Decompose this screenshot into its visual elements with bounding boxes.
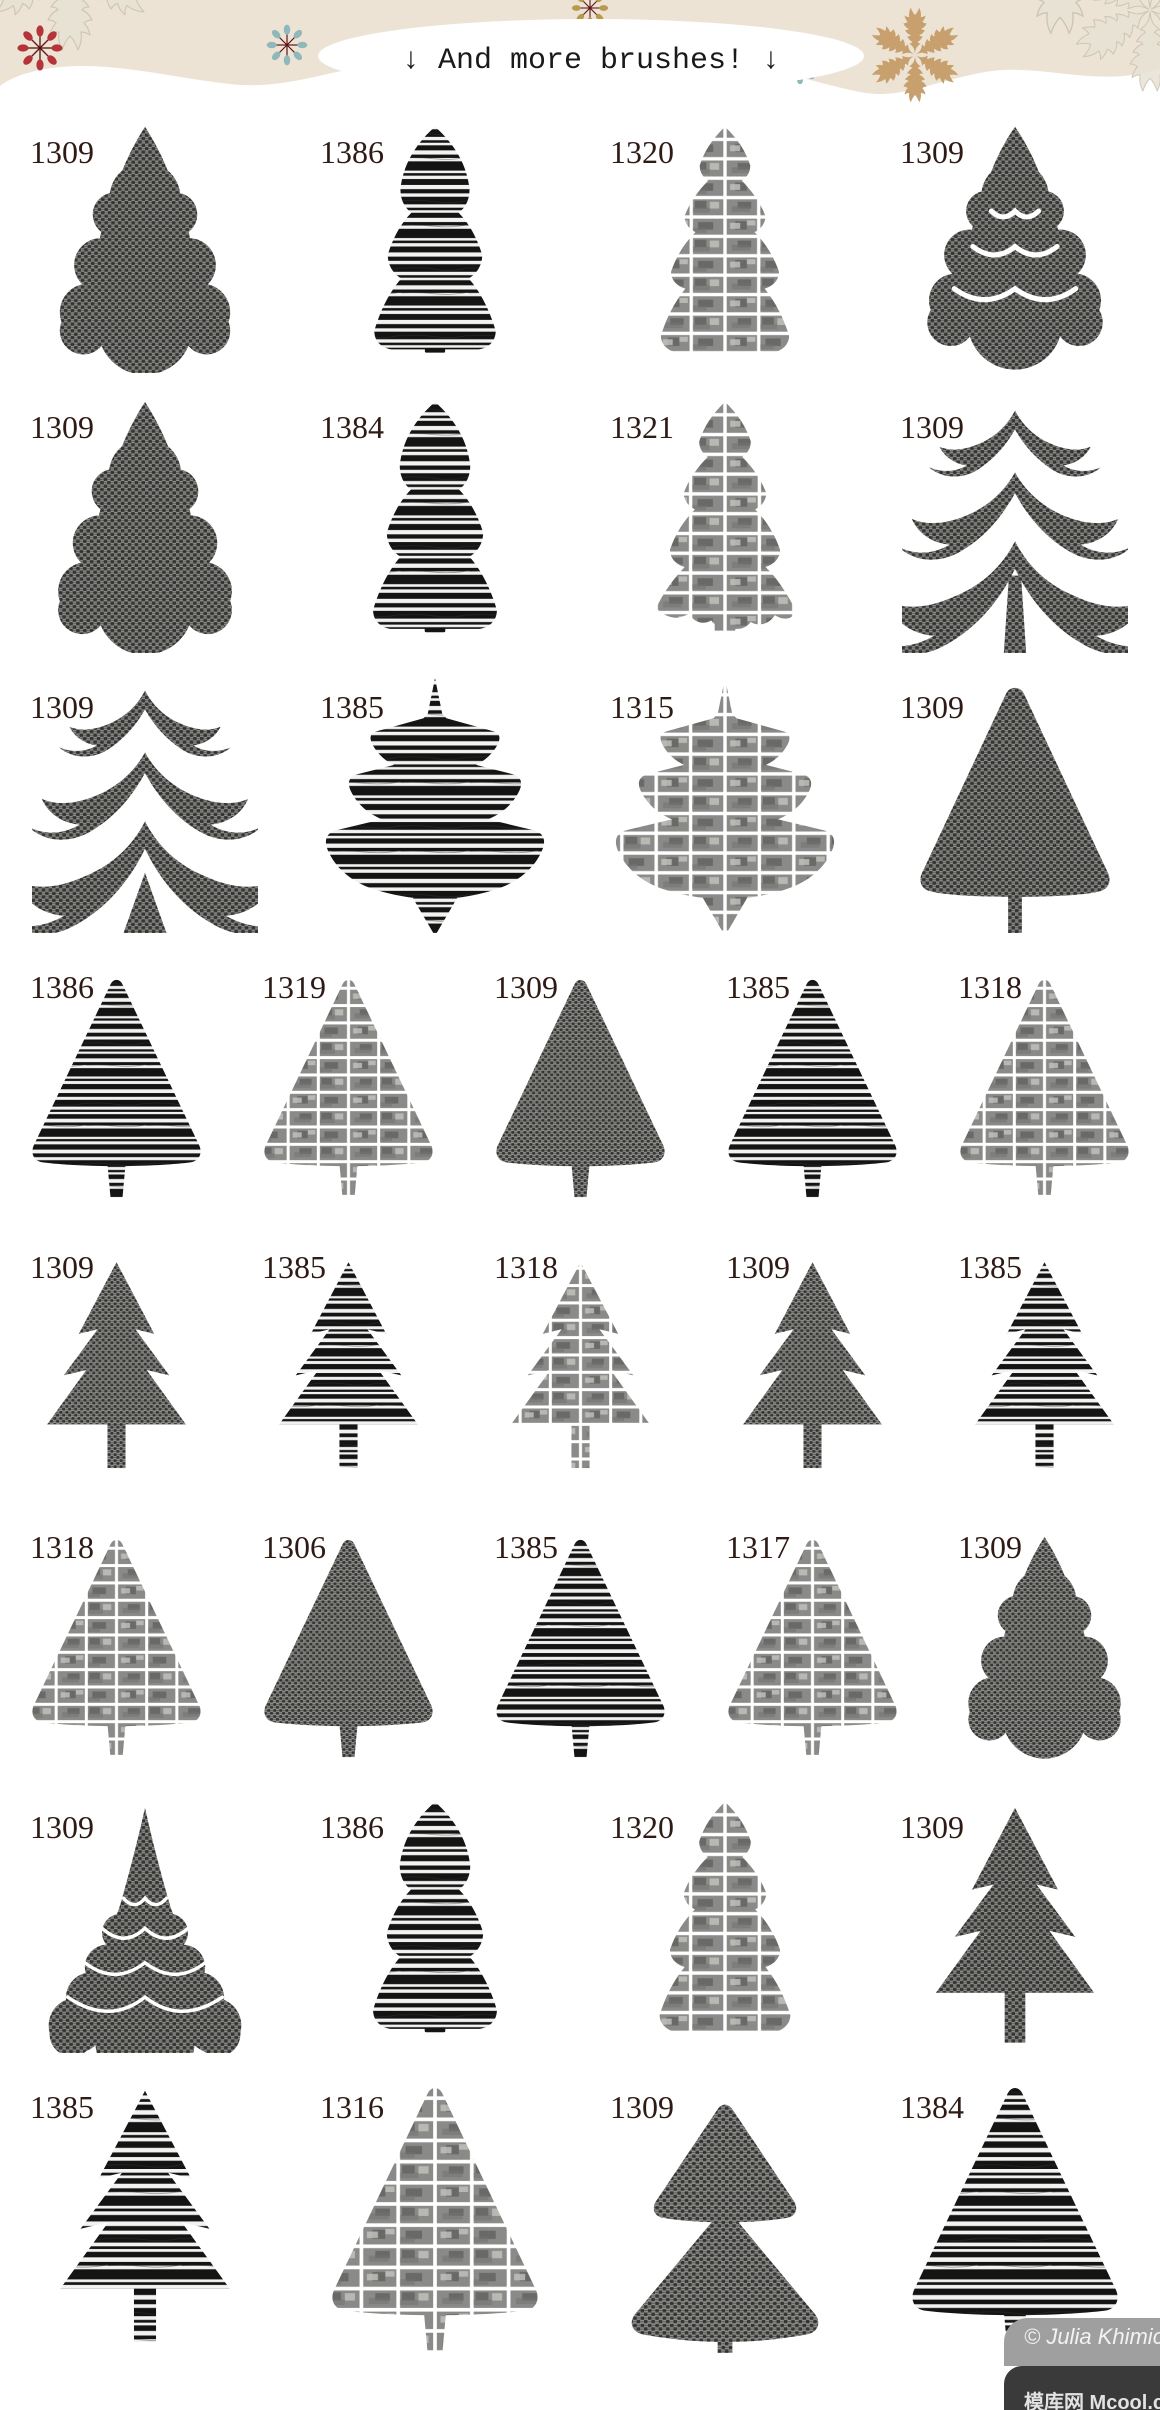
svg-text:↓ And more brushes! ↓: ↓ And more brushes! ↓ bbox=[402, 44, 780, 78]
